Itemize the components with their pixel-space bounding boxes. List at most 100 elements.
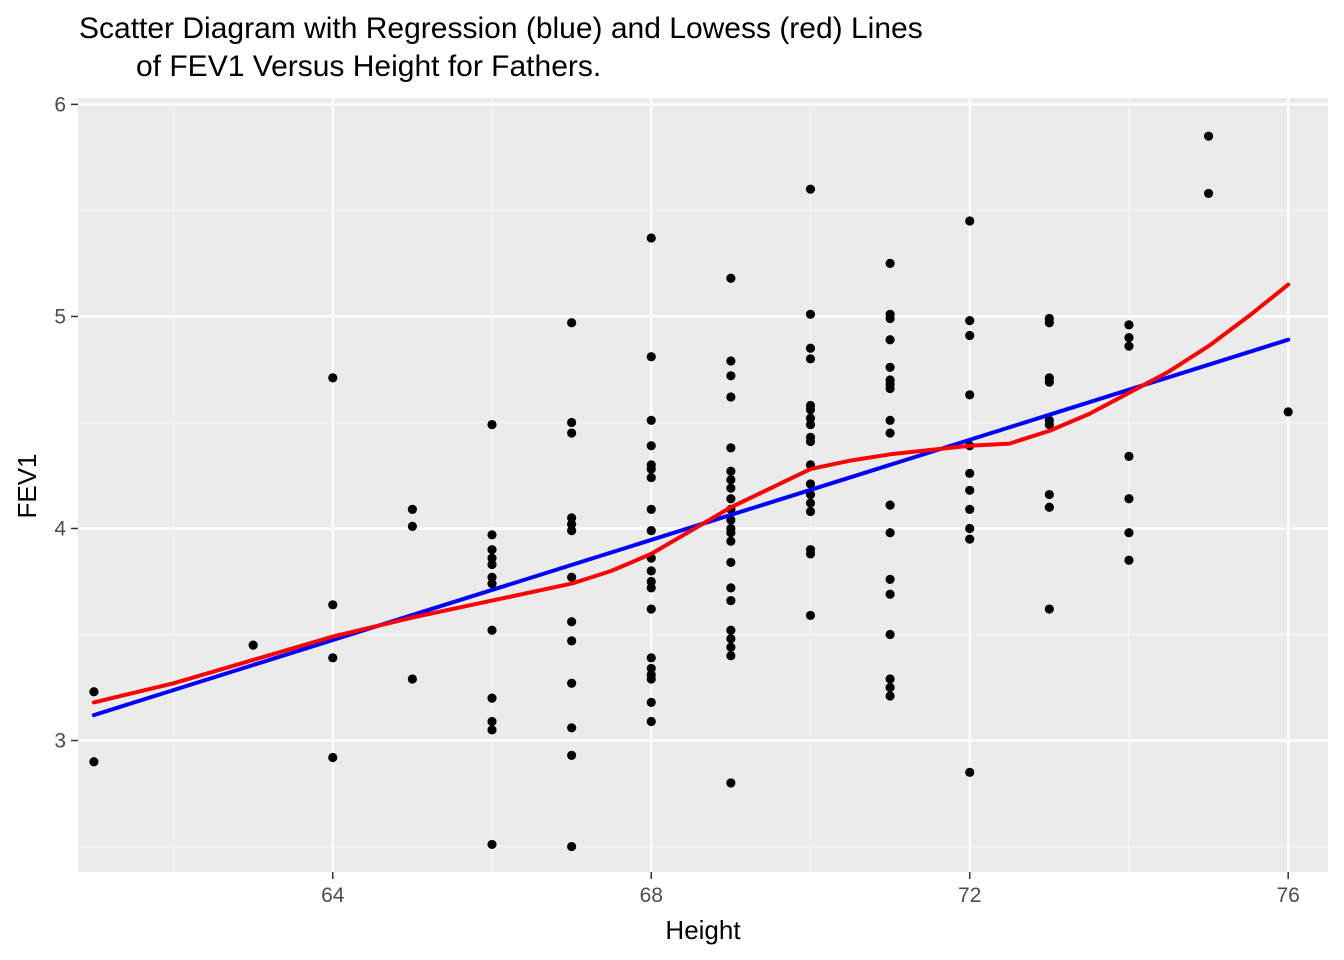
data-point bbox=[805, 413, 816, 423]
data-point bbox=[885, 528, 895, 538]
data-point bbox=[487, 625, 497, 635]
data-point bbox=[805, 419, 816, 430]
data-point bbox=[805, 184, 816, 194]
data-point bbox=[328, 600, 338, 610]
data-point bbox=[726, 625, 736, 635]
data-point bbox=[726, 583, 736, 593]
data-point bbox=[487, 530, 497, 540]
data-point bbox=[646, 583, 656, 593]
data-point bbox=[487, 725, 497, 735]
data-point bbox=[726, 642, 736, 652]
data-point bbox=[726, 443, 736, 453]
data-point bbox=[407, 521, 417, 531]
data-point bbox=[1044, 502, 1054, 512]
data-point bbox=[726, 494, 736, 504]
data-point bbox=[407, 674, 417, 684]
data-point bbox=[487, 839, 497, 850]
data-point bbox=[805, 479, 816, 489]
data-point bbox=[805, 354, 816, 364]
data-point bbox=[726, 273, 736, 283]
data-point bbox=[1044, 419, 1054, 430]
data-point bbox=[646, 464, 656, 474]
data-point bbox=[1203, 131, 1214, 141]
data-point bbox=[1124, 494, 1134, 504]
data-point bbox=[726, 371, 736, 381]
data-point bbox=[885, 589, 895, 599]
data-point bbox=[805, 436, 816, 447]
data-point bbox=[885, 682, 895, 693]
data-point bbox=[726, 595, 736, 606]
chart-title-line-1: Scatter Diagram with Regression (blue) a… bbox=[79, 12, 923, 45]
data-point bbox=[567, 525, 577, 536]
data-point bbox=[487, 419, 497, 430]
data-point bbox=[726, 778, 736, 788]
data-point bbox=[646, 233, 656, 243]
data-point bbox=[567, 750, 577, 760]
data-point bbox=[89, 757, 99, 767]
data-point bbox=[965, 216, 975, 226]
data-point bbox=[567, 841, 577, 852]
data-point bbox=[885, 415, 895, 425]
data-point bbox=[646, 472, 656, 483]
x-tick-label: 64 bbox=[321, 884, 345, 907]
y-tick-label: 5 bbox=[54, 305, 66, 328]
data-points bbox=[89, 131, 1293, 852]
data-point bbox=[726, 634, 736, 644]
data-point bbox=[567, 723, 577, 733]
data-point bbox=[646, 653, 656, 663]
data-point bbox=[646, 352, 656, 362]
data-point bbox=[1124, 341, 1134, 351]
data-point bbox=[248, 640, 258, 650]
data-point bbox=[885, 258, 895, 269]
data-point bbox=[328, 653, 338, 663]
data-point bbox=[567, 513, 577, 523]
data-point bbox=[965, 390, 975, 400]
data-point bbox=[1124, 320, 1134, 330]
data-point bbox=[885, 362, 895, 372]
data-point bbox=[567, 428, 577, 438]
data-point bbox=[567, 678, 577, 688]
data-point bbox=[328, 752, 338, 763]
data-point bbox=[805, 610, 816, 621]
data-point bbox=[567, 318, 577, 328]
data-point bbox=[646, 525, 656, 536]
data-point bbox=[567, 617, 577, 627]
data-point bbox=[1124, 451, 1134, 461]
data-point bbox=[885, 574, 895, 584]
data-point bbox=[726, 356, 736, 366]
data-point bbox=[726, 483, 736, 493]
data-point bbox=[1124, 528, 1134, 538]
data-point bbox=[567, 572, 577, 582]
data-point bbox=[965, 504, 975, 514]
x-tick-label: 72 bbox=[958, 884, 981, 907]
data-point bbox=[646, 504, 656, 514]
data-point bbox=[567, 417, 577, 428]
data-point bbox=[1044, 377, 1054, 387]
data-point bbox=[726, 651, 736, 661]
data-point bbox=[965, 330, 975, 341]
data-point bbox=[805, 506, 816, 517]
data-point bbox=[726, 557, 736, 568]
data-point bbox=[726, 536, 736, 546]
lowess-line bbox=[91, 282, 1291, 705]
data-point bbox=[1124, 333, 1134, 343]
data-point bbox=[805, 343, 816, 353]
data-point bbox=[1283, 407, 1293, 417]
data-point bbox=[1044, 318, 1054, 328]
chart-title-line-2: of FEV1 Versus Height for Fathers. bbox=[136, 50, 602, 83]
data-point bbox=[487, 545, 497, 555]
data-point bbox=[89, 687, 99, 697]
y-tick-label: 6 bbox=[54, 93, 66, 116]
data-point bbox=[487, 716, 497, 727]
data-point bbox=[646, 674, 656, 684]
data-point bbox=[805, 405, 816, 415]
data-point bbox=[726, 475, 736, 485]
y-tick-label: 4 bbox=[54, 517, 66, 540]
regression-line bbox=[91, 337, 1291, 718]
data-point bbox=[487, 559, 497, 570]
data-point bbox=[646, 415, 656, 425]
data-point bbox=[646, 716, 656, 727]
data-point bbox=[726, 528, 736, 538]
data-point bbox=[965, 316, 975, 326]
